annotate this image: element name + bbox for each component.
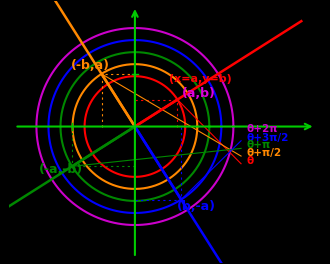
Text: (-b,a): (-b,a) bbox=[71, 59, 110, 72]
Text: θ: θ bbox=[247, 156, 254, 166]
Text: (x=a,y=b): (x=a,y=b) bbox=[169, 74, 231, 84]
Text: (-a,-b): (-a,-b) bbox=[39, 163, 83, 176]
Text: θ+π/2: θ+π/2 bbox=[247, 148, 281, 158]
Text: θ+2π: θ+2π bbox=[247, 124, 278, 134]
Text: (b,-a): (b,-a) bbox=[177, 200, 216, 214]
Text: θ+π: θ+π bbox=[247, 140, 271, 150]
Text: (a,b): (a,b) bbox=[182, 87, 216, 100]
Text: θ+3π/2: θ+3π/2 bbox=[247, 133, 289, 143]
